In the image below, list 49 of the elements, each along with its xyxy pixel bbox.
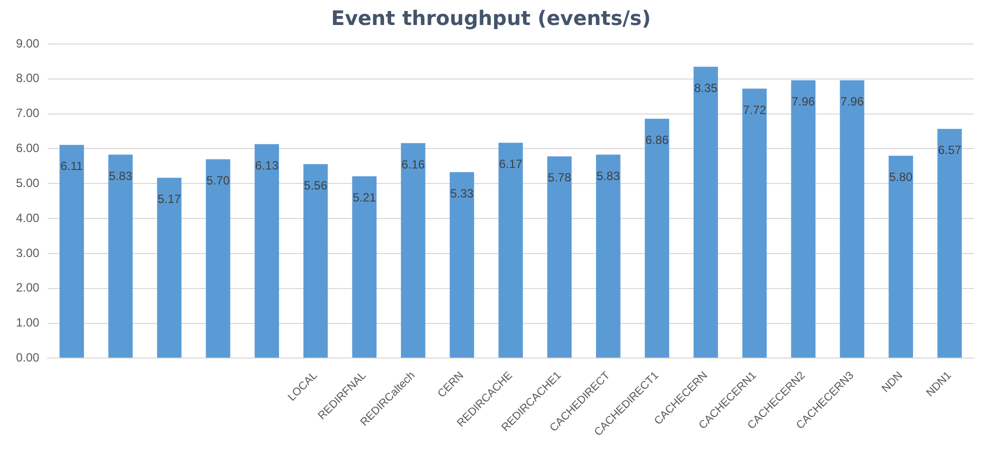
bar xyxy=(303,164,328,358)
y-tick-label: 7.00 xyxy=(16,106,40,120)
y-tick-label: 9.00 xyxy=(16,36,40,50)
bar xyxy=(547,156,572,358)
bar xyxy=(937,128,962,358)
bar xyxy=(791,80,816,358)
data-label: 7.96 xyxy=(840,94,864,109)
data-label: 5.80 xyxy=(889,170,913,184)
bar xyxy=(206,159,230,358)
data-label: 5.83 xyxy=(108,168,133,183)
data-label: 6.16 xyxy=(401,157,426,172)
y-tick-label: 0.00 xyxy=(16,350,40,364)
data-label: 8.35 xyxy=(694,81,718,95)
data-label: 6.86 xyxy=(645,133,669,148)
y-tick-label: 3.00 xyxy=(16,246,40,260)
bar xyxy=(596,154,620,358)
bar xyxy=(694,66,718,358)
bar xyxy=(352,176,377,358)
bar xyxy=(400,143,426,358)
y-tick-label: 6.00 xyxy=(16,141,40,156)
y-tick-label: 2.00 xyxy=(16,280,40,295)
data-label: 5.83 xyxy=(596,168,620,183)
data-label: 5.17 xyxy=(158,192,182,206)
data-label: 5.78 xyxy=(548,170,572,185)
data-label: 6.11 xyxy=(60,159,84,174)
bar xyxy=(498,142,523,358)
bar xyxy=(60,144,84,358)
data-label: 6.13 xyxy=(255,158,279,172)
bar xyxy=(742,88,767,358)
data-label: 6.17 xyxy=(499,157,523,172)
y-tick-label: 5.00 xyxy=(16,176,40,190)
data-label: 6.57 xyxy=(938,143,962,158)
data-label: 5.33 xyxy=(450,186,474,200)
y-tick-label: 8.00 xyxy=(16,71,40,86)
data-label: 5.70 xyxy=(206,174,230,188)
y-tick-label: 4.00 xyxy=(16,210,40,225)
bar xyxy=(254,144,280,358)
data-label: 5.56 xyxy=(304,178,328,192)
chart-title: Event throughput (events/s) xyxy=(331,6,651,30)
bar xyxy=(108,154,133,358)
data-label: 7.96 xyxy=(792,94,816,109)
bar xyxy=(644,118,670,358)
bar xyxy=(888,156,914,358)
bar xyxy=(840,80,864,358)
data-label: 5.21 xyxy=(352,190,376,205)
y-tick-label: 1.00 xyxy=(16,316,40,330)
bar xyxy=(157,178,182,358)
data-label: 7.72 xyxy=(742,102,767,117)
bar xyxy=(450,172,474,358)
